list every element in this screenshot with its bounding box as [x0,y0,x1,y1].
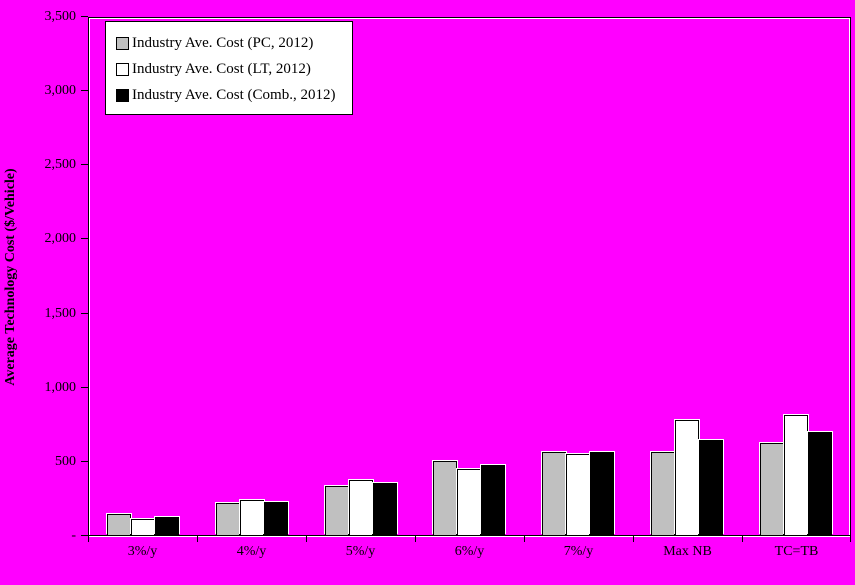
x-axis-tick-marks [88,536,851,542]
y-tick-mark [81,535,88,536]
bar [759,442,784,535]
y-tick-mark [81,90,88,92]
bar [324,486,349,535]
legend-swatch-icon [116,88,129,102]
legend-swatch-icon [116,36,129,50]
legend-entry: Industry Ave. Cost (Comb., 2012) [116,82,352,108]
y-tick-label: 1,000 [44,379,77,395]
y-tick-label: 2,000 [44,231,77,247]
bar [155,516,180,535]
bar [372,483,397,535]
bar [650,451,675,535]
x-category-label: Max NB [663,544,712,559]
legend-entry: Industry Ave. Cost (LT, 2012) [116,56,352,82]
x-category-label: 7%/y [563,544,594,559]
x-tick-mark [196,536,198,542]
y-tick-label: 1,500 [44,305,77,321]
y-tick-mark [81,16,88,17]
x-tick-mark [415,536,416,542]
bar [807,432,832,535]
bar [542,452,567,535]
bar-group [633,18,742,535]
x-category-label: 3%/y [127,544,158,559]
bar [457,468,482,535]
bar [566,453,591,535]
bar [240,500,265,535]
y-tick-label: 500 [55,453,76,469]
x-tick-mark [850,536,851,542]
bar-group [89,18,198,535]
bar [348,480,373,535]
x-category-label: 6%/y [454,544,485,559]
bar [216,503,241,535]
x-tick-mark [523,536,525,542]
bar-groups [89,18,850,535]
y-tick-label: - [71,528,76,543]
bar [131,518,156,535]
y-axis-labels: - 500 1,000 1,500 2,000 2,500 3,000 3,500 [0,9,77,543]
legend-label: Industry Ave. Cost (PC, 2012) [132,34,314,51]
y-tick-mark [81,460,88,462]
legend-label: Industry Ave. Cost (LT, 2012) [132,60,311,77]
x-category-label: 4%/y [236,544,267,559]
bar-group [198,18,307,535]
bar-group [306,18,415,535]
x-category-label: TC=TB [774,544,819,559]
x-axis-labels: 3%/y 4%/y 5%/y 6%/y 7%/y Max NB TC=TB [88,544,851,564]
bar [481,464,506,535]
bar [783,415,808,535]
y-axis-tick-marks [81,16,88,536]
x-tick-mark [305,536,307,542]
bar-group [741,18,850,535]
bar [698,439,723,535]
y-tick-label: 2,500 [44,157,77,173]
y-tick-mark [81,164,88,166]
x-tick-mark [633,536,634,542]
bar-group [415,18,524,535]
y-tick-mark [81,312,88,314]
y-tick-mark [81,238,88,240]
plot-area: Industry Ave. Cost (PC, 2012) Industry Av… [88,17,851,536]
bar [674,419,699,535]
bar-group [524,18,633,535]
y-tick-label: 3,500 [44,9,77,24]
bar [107,514,132,535]
bar [590,452,615,535]
legend-entry: Industry Ave. Cost (PC, 2012) [116,30,352,56]
bar [264,501,289,535]
x-category-label: 5%/y [345,544,376,559]
y-tick-label: 3,000 [44,83,77,99]
x-tick-mark [88,536,89,542]
x-tick-mark [742,536,743,542]
y-tick-mark [81,386,88,388]
legend-swatch-icon [116,62,129,76]
legend: Industry Ave. Cost (PC, 2012) Industry Av… [105,21,353,115]
legend-label: Industry Ave. Cost (Comb., 2012) [132,86,336,103]
bar [433,461,458,535]
